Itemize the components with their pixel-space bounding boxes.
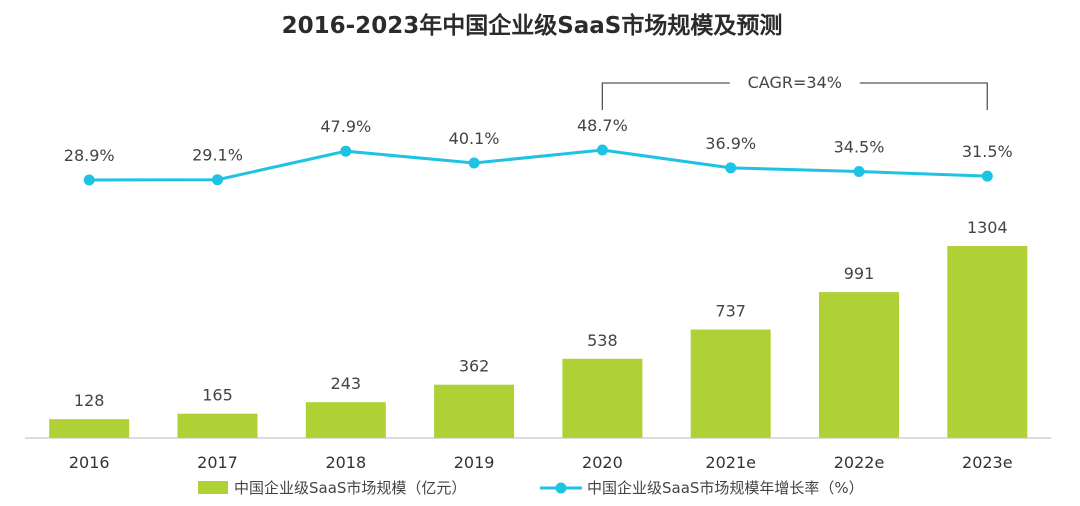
chart-title: 2016-2023年中国企业级SaaS市场规模及预测	[282, 12, 783, 39]
bar-2021e	[690, 329, 771, 438]
growth-rate-label: 31.5%	[962, 142, 1013, 161]
bar-value-label: 128	[74, 391, 105, 410]
growth-rate-points	[83, 144, 993, 186]
x-tick-label: 2016	[69, 453, 110, 472]
bar-2019	[434, 384, 515, 438]
x-tick-label: 2020	[582, 453, 623, 472]
bar-value-label: 737	[715, 302, 746, 321]
x-tick-label: 2017	[197, 453, 238, 472]
growth-point-2023e	[981, 170, 993, 182]
bar-series	[49, 246, 1028, 438]
bar-2023e	[947, 246, 1028, 438]
growth-rate-label: 48.7%	[577, 116, 628, 135]
bar-value-label: 243	[331, 374, 362, 393]
growth-rate-labels: 28.9% 29.1% 47.9% 40.1% 48.7% 36.9% 34.5% 31.5%	[64, 116, 1013, 165]
growth-rate-line	[89, 148, 988, 182]
growth-point-2021e	[725, 162, 737, 174]
cagr-label: CAGR=34%	[748, 73, 842, 92]
legend-bar-label: 中国企业级SaaS市场规模（亿元）	[234, 479, 466, 497]
bar-value-label: 1304	[967, 218, 1008, 237]
growth-rate-label: 47.9%	[320, 117, 371, 136]
x-tick-label: 2018	[325, 453, 366, 472]
growth-point-2016	[83, 174, 95, 186]
cagr-bracket	[601, 82, 988, 110]
bar-value-labels: 128 165 243 362 538 737 991 1304	[74, 218, 1008, 410]
legend-line-marker	[555, 482, 567, 494]
growth-rate-label: 34.5%	[834, 138, 885, 157]
growth-point-2020	[596, 144, 608, 156]
x-tick-label: 2022e	[834, 453, 885, 472]
line-series	[89, 148, 988, 182]
x-tick-label: 2023e	[962, 453, 1013, 472]
growth-point-2019	[468, 157, 480, 169]
growth-rate-label: 29.1%	[192, 146, 243, 165]
growth-point-2017	[212, 174, 223, 186]
bar-2016	[49, 419, 130, 438]
legend-line-label: 中国企业级SaaS市场规模年增长率（%）	[587, 479, 864, 497]
bar-value-label: 362	[459, 357, 490, 376]
bar-value-label: 538	[587, 331, 618, 350]
growth-point-2022e	[853, 166, 865, 177]
bar-2022e	[819, 292, 899, 438]
growth-rate-label: 28.9%	[64, 146, 115, 165]
bar-2017	[177, 413, 258, 438]
bar-2020	[562, 358, 643, 438]
bar-2018	[305, 402, 386, 438]
growth-rate-label: 40.1%	[449, 129, 500, 148]
bar-value-label: 165	[202, 386, 233, 405]
legend: 中国企业级SaaS市场规模（亿元） 中国企业级SaaS市场规模年增长率（%）	[198, 479, 864, 497]
bar-value-label: 991	[844, 264, 875, 283]
legend-bar-swatch	[198, 481, 228, 494]
x-tick-label: 2019	[454, 453, 495, 472]
growth-rate-label: 36.9%	[705, 134, 756, 153]
x-tick-labels: 2016 2017 2018 2019 2020 2021e 2022e 2023e	[69, 453, 1013, 472]
growth-point-2018	[340, 145, 352, 157]
cagr-annotation: CAGR=34%	[601, 73, 988, 110]
x-tick-label: 2021e	[705, 453, 756, 472]
